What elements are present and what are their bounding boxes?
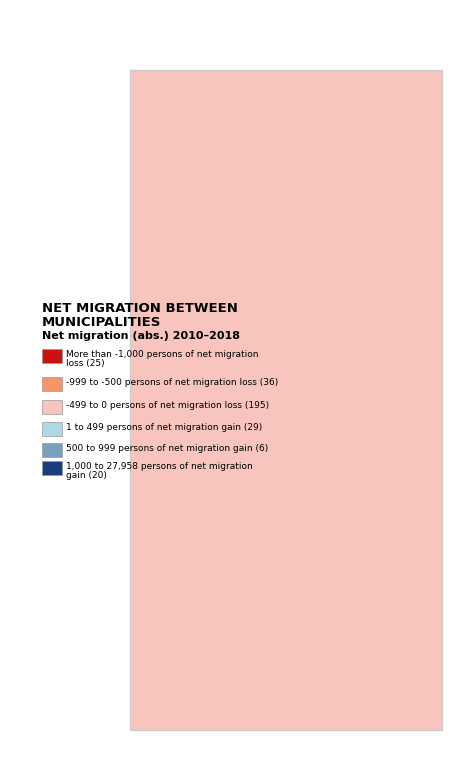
Text: More than -1,000 persons of net migration: More than -1,000 persons of net migratio…	[66, 350, 258, 359]
Bar	[42, 443, 62, 457]
Text: NET MIGRATION BETWEEN: NET MIGRATION BETWEEN	[42, 302, 238, 315]
Bar	[42, 422, 62, 436]
Bar	[42, 400, 62, 414]
Text: 1 to 499 persons of net migration gain (29): 1 to 499 persons of net migration gain (…	[66, 423, 262, 432]
Text: gain (20): gain (20)	[66, 471, 107, 480]
Bar	[42, 349, 62, 363]
Text: 500 to 999 persons of net migration gain (6): 500 to 999 persons of net migration gain…	[66, 444, 268, 453]
Text: -999 to -500 persons of net migration loss (36): -999 to -500 persons of net migration lo…	[66, 378, 278, 387]
Bar	[130, 70, 442, 730]
Text: loss (25): loss (25)	[66, 359, 105, 368]
Text: Net migration (abs.) 2010–2018: Net migration (abs.) 2010–2018	[42, 331, 240, 341]
Text: 1,000 to 27,958 persons of net migration: 1,000 to 27,958 persons of net migration	[66, 462, 253, 471]
Text: -499 to 0 persons of net migration loss (195): -499 to 0 persons of net migration loss …	[66, 401, 269, 410]
Bar	[42, 377, 62, 391]
Bar	[42, 461, 62, 475]
Text: MUNICIPALITIES: MUNICIPALITIES	[42, 316, 161, 329]
